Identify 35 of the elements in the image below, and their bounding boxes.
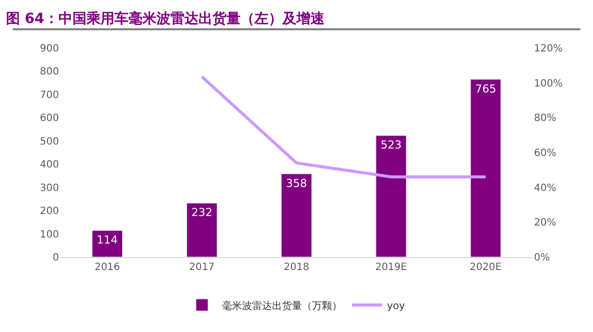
- bar: [281, 174, 312, 257]
- bar: [92, 230, 123, 257]
- x-tick-label: 2017: [189, 262, 215, 273]
- y-tick-label: 100: [40, 229, 59, 240]
- chart-title: 图 64：中国乘用车毫米波雷达出货量（左）及增速: [6, 10, 326, 28]
- data-label: 232: [191, 206, 212, 220]
- y-tick-label: 600: [40, 113, 59, 124]
- y-tick-label: 0: [52, 252, 59, 264]
- y2-tick-label: 20%: [534, 218, 556, 229]
- y-tick-label: 800: [40, 66, 59, 78]
- legend-label: 毫米波雷达出货量（万颗）: [222, 300, 342, 312]
- data-label: 358: [286, 176, 307, 190]
- y-tick-label: 900: [40, 44, 59, 54]
- x-tick-label: 2018: [284, 262, 310, 273]
- bar: [470, 79, 502, 257]
- y-tick-label: 400: [40, 160, 59, 171]
- data-label: 114: [96, 234, 118, 247]
- y-tick-label: 300: [40, 182, 59, 194]
- x-tick-label: 2019E: [375, 262, 407, 273]
- y-tick-label: 500: [40, 136, 59, 148]
- legend-label: yoy: [387, 300, 406, 312]
- y2-tick-label: 80%: [534, 113, 556, 124]
- data-label: 765: [475, 82, 496, 96]
- y2-tick-label: 60%: [534, 148, 556, 159]
- bar: [376, 135, 406, 257]
- x-tick-label: 2020E: [470, 262, 502, 273]
- y-tick-label: 200: [40, 206, 59, 218]
- y2-tick-label: 40%: [534, 182, 556, 194]
- y2-tick-label: 120%: [534, 44, 563, 54]
- y2-tick-label: 0%: [534, 252, 550, 264]
- y2-tick-label: 100%: [534, 78, 563, 90]
- y-tick-label: 700: [40, 90, 59, 101]
- bar: [186, 202, 218, 257]
- x-tick-label: 2016: [94, 262, 120, 273]
- data-label: 523: [380, 138, 402, 152]
